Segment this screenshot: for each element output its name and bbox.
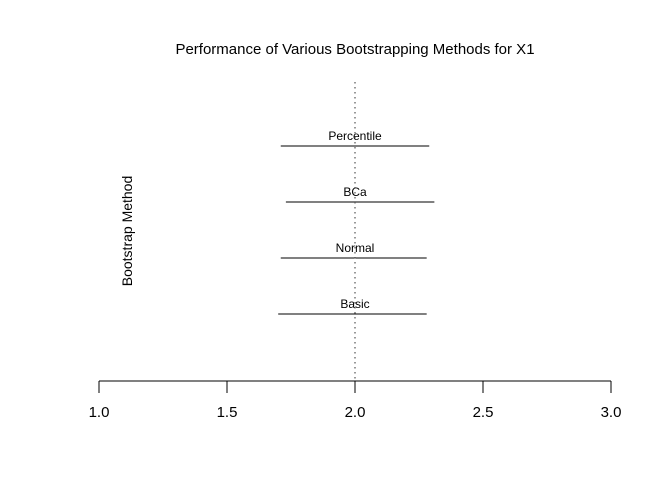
- y-axis-label: Bootstrap Method: [119, 176, 135, 287]
- x-tick-label: 1.5: [217, 404, 238, 421]
- interval-label-percentile: Percentile: [328, 129, 382, 143]
- chart-title: Performance of Various Bootstrapping Met…: [175, 41, 534, 58]
- x-tick-label: 2.0: [345, 404, 366, 421]
- x-axis: 1.0 1.5 2.0 2.5 3.0: [89, 380, 622, 421]
- x-tick-label: 2.5: [473, 404, 494, 421]
- interval-label-basic: Basic: [340, 297, 369, 311]
- x-tick-label: 1.0: [89, 404, 110, 421]
- x-tick-label: 3.0: [601, 404, 622, 421]
